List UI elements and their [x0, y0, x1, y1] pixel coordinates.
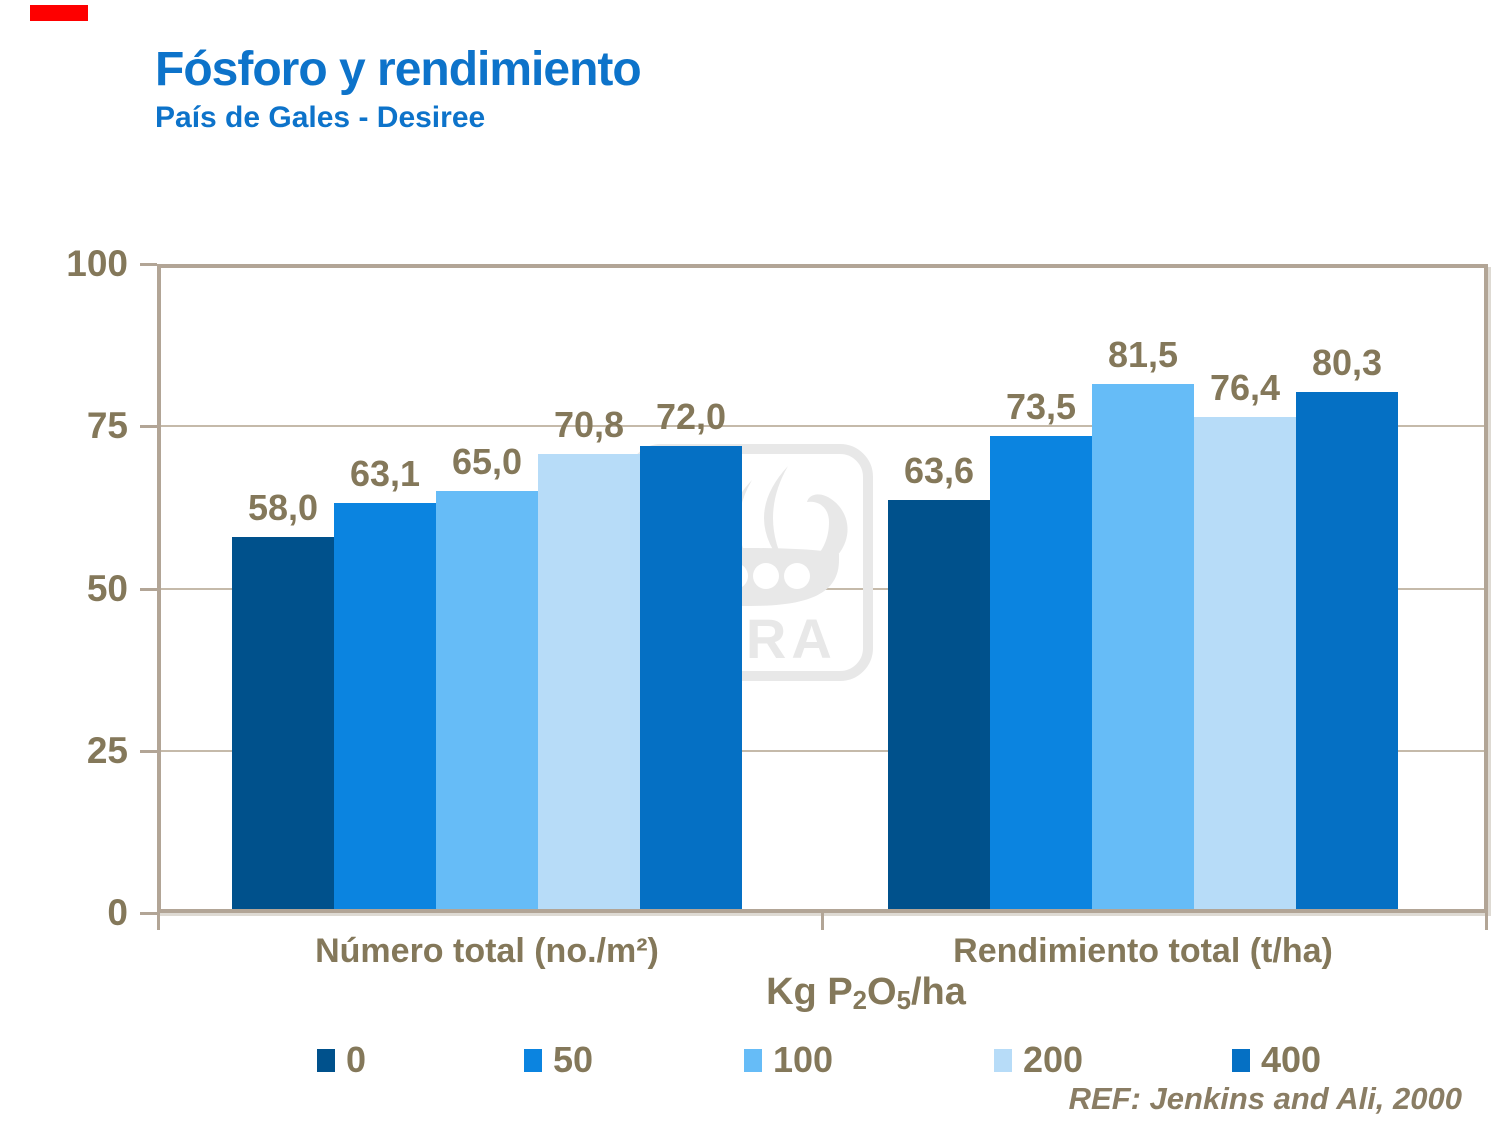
bar-50-group1 [334, 503, 436, 913]
legend-title-subscript: 5 [896, 986, 911, 1015]
legend-title-segment: Kg P [766, 971, 853, 1013]
value-label-200-group2: 76,4 [1209, 367, 1281, 409]
ship-stern-icon [807, 494, 848, 560]
chart-title: Fósforo y rendimiento [155, 43, 642, 96]
legend-item-200: 200 [994, 1042, 1083, 1078]
x-axis-tick [157, 913, 160, 930]
value-label-50-group2: 73,5 [1005, 386, 1077, 427]
value-label-100-group2: 81,5 [1107, 334, 1179, 376]
plot-area: 58,0 63,6 63,1 73,5 65,0 81,5 70,8 76,4 72,0 80,3 [140, 263, 1488, 930]
bar-0-group2 [888, 500, 990, 913]
gridline-75 [157, 425, 1488, 428]
bar-100-group2 [1092, 384, 1194, 913]
y-axis-tick [140, 587, 157, 591]
legend-item-50: 50 [524, 1042, 593, 1078]
legend-swatch-400 [1232, 1048, 1250, 1072]
legend-label-200: 200 [1023, 1039, 1084, 1080]
top-left-accent-bar [30, 5, 88, 21]
legend-label-0: 0 [346, 1039, 367, 1080]
legend-label-50: 50 [553, 1039, 594, 1080]
y-axis-tick [140, 263, 157, 266]
legend-label-400: 400 [1261, 1039, 1322, 1080]
legend-swatch-200 [994, 1048, 1012, 1072]
gridline-25 [157, 749, 1488, 752]
sail-icon [764, 466, 788, 570]
bar-400-group1 [640, 445, 742, 913]
bar-200-group1 [538, 453, 640, 913]
category-label-rendimiento-total: Rendimiento total (t/ha) [953, 932, 1333, 970]
category-label-numero-total: Número total (no./m²) [315, 932, 659, 970]
legend-title-segment: /ha [910, 971, 966, 1013]
legend-swatch-50 [524, 1048, 542, 1072]
y-tick-label-25: 25 [86, 729, 128, 771]
y-tick-label-0: 0 [107, 892, 128, 933]
y-axis-tick [140, 425, 157, 429]
legend-item-0: 0 [317, 1042, 366, 1078]
value-label-50-group1: 63,1 [349, 453, 421, 495]
y-axis-tick [140, 749, 157, 753]
bar-100-group1 [436, 491, 538, 913]
hull-hole [753, 563, 779, 589]
legend-title-subscript: 2 [852, 986, 868, 1015]
bar-0-group1 [232, 536, 334, 913]
chart-subtitle: País de Gales - Desiree [155, 101, 486, 134]
y-axis-tick-labels: 0 25 50 75 100 [20, 243, 128, 933]
legend-title-segment: O [867, 971, 897, 1013]
legend-swatch-0 [317, 1048, 335, 1072]
value-label-100-group1: 65,0 [451, 441, 523, 483]
value-label-400-group1: 72,0 [655, 395, 727, 437]
value-label-400-group2: 80,3 [1311, 341, 1383, 383]
x-axis-tick [821, 913, 824, 930]
bar-200-group2 [1194, 417, 1296, 913]
reference-text: REF: Jenkins and Ali, 2000 [1068, 1081, 1462, 1116]
x-axis-tick [1485, 913, 1488, 930]
y-tick-label-75: 75 [86, 405, 128, 447]
legend-label-100: 100 [773, 1039, 834, 1080]
value-label-0-group1: 58,0 [247, 486, 319, 528]
hull-hole [784, 563, 810, 589]
legend-title-kg-p2o5-ha: Kg P2O5/ha [666, 971, 1066, 1015]
y-tick-label-100: 100 [66, 243, 128, 284]
legend-item-400: 400 [1232, 1042, 1321, 1078]
legend-item-100: 100 [744, 1042, 833, 1078]
bar-400-group2 [1296, 391, 1398, 913]
bar-50-group2 [990, 436, 1092, 913]
value-label-200-group1: 70,8 [553, 403, 625, 445]
y-tick-label-50: 50 [86, 567, 128, 609]
y-axis-tick [140, 912, 157, 915]
value-label-0-group2: 63,6 [903, 450, 975, 492]
legend-swatch-100 [744, 1048, 762, 1072]
